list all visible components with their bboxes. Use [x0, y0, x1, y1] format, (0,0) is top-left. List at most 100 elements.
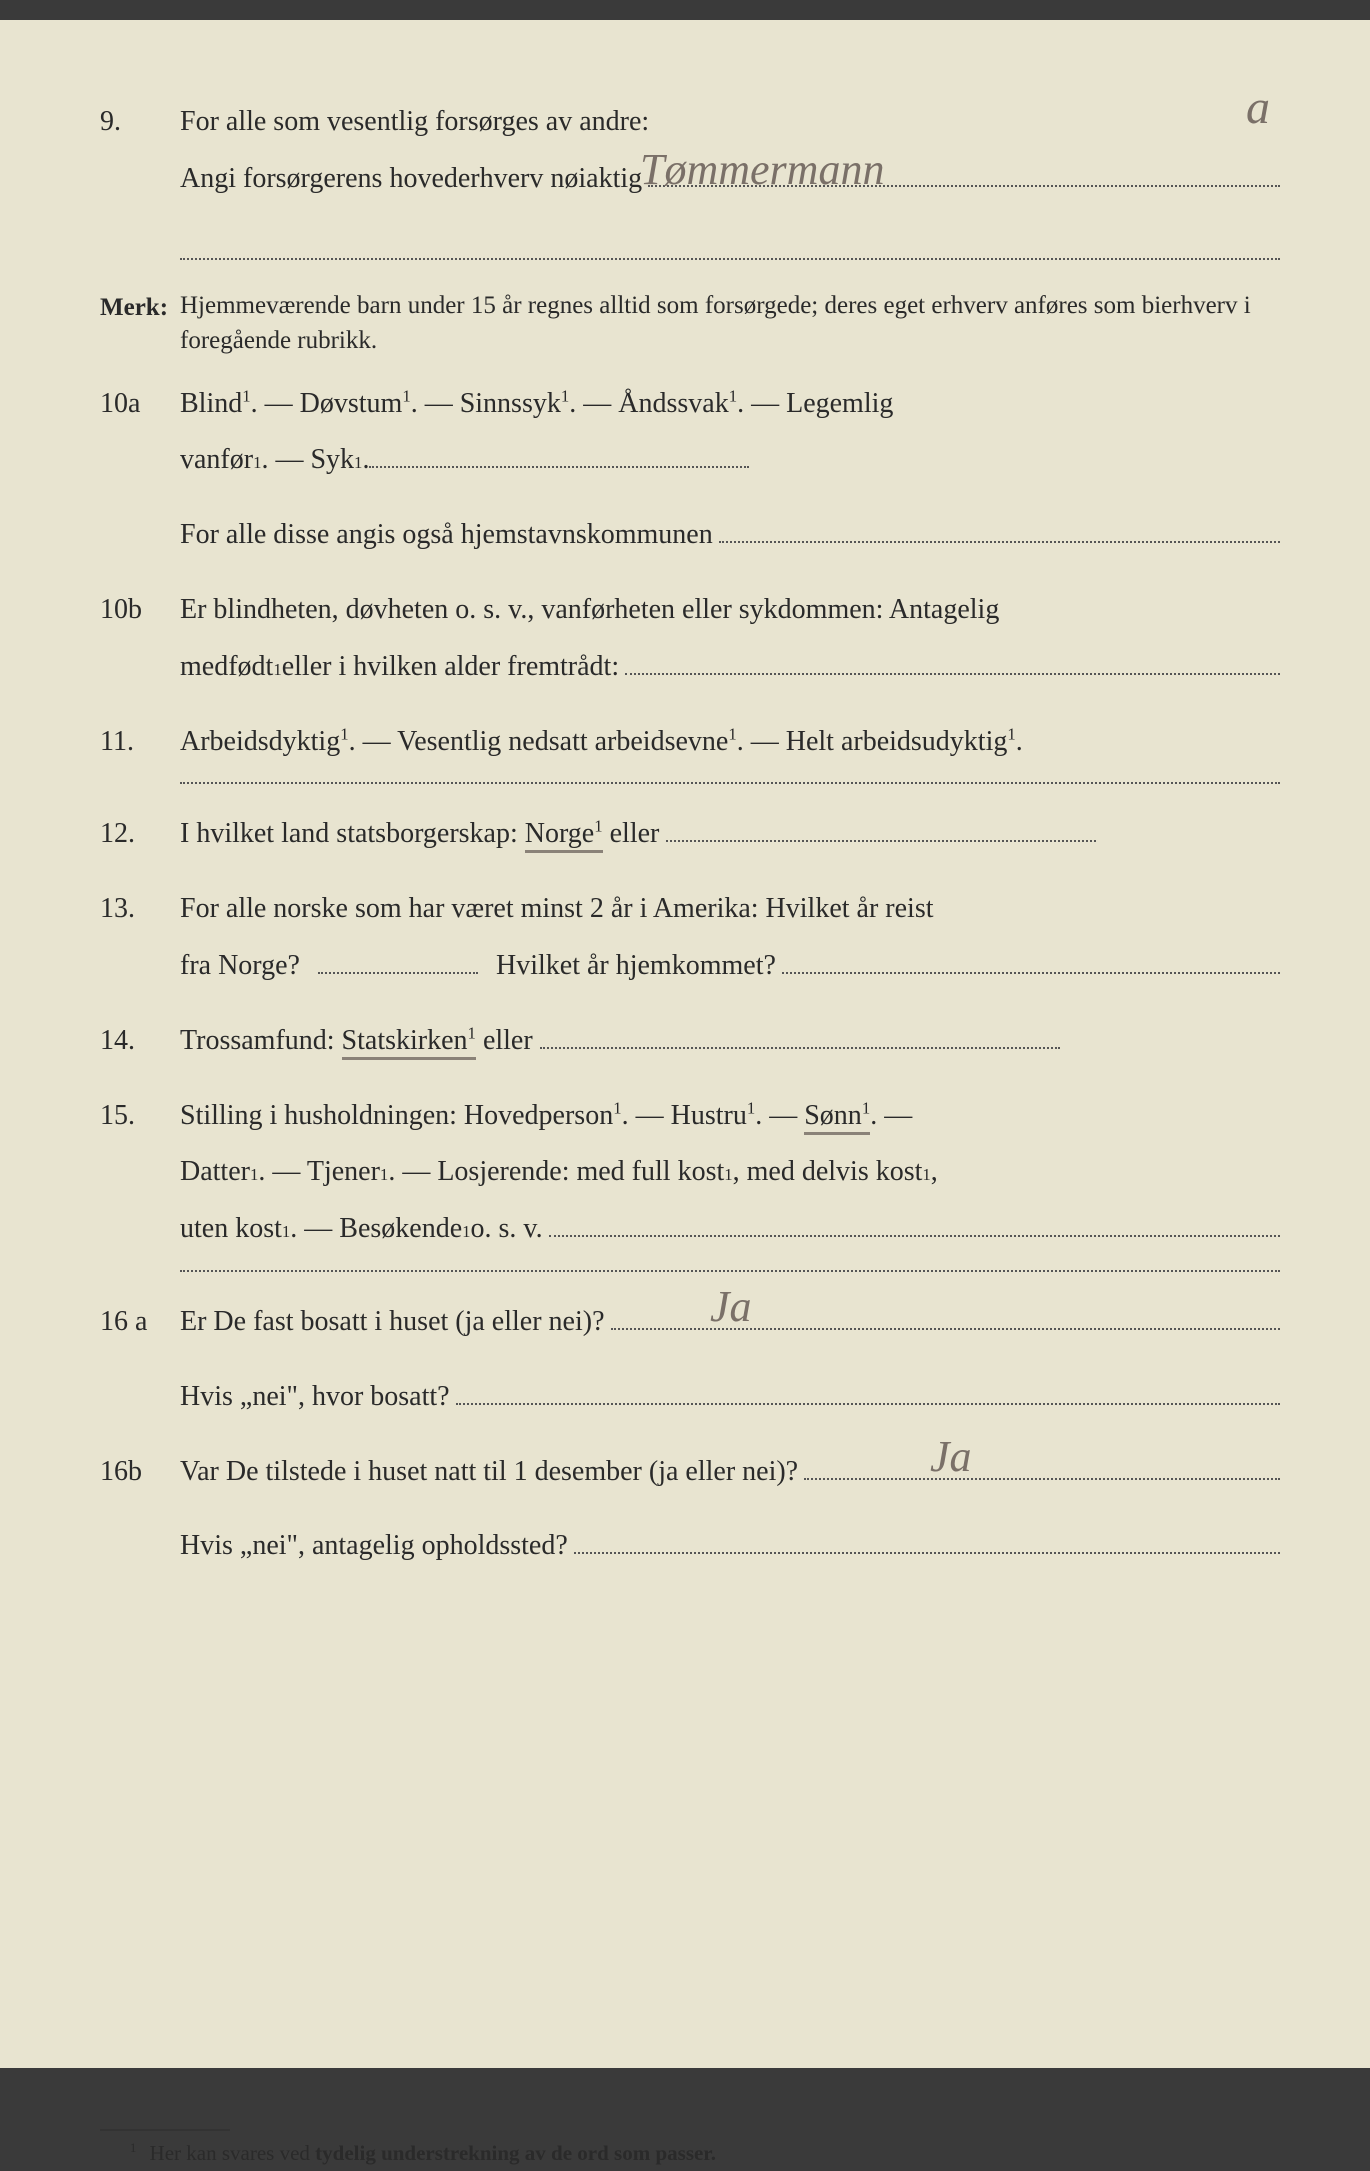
q10a-p0: Blind: [180, 388, 242, 419]
q10a-l3: For alle disse angis også hjemstavnskomm…: [180, 513, 713, 558]
q10a-blank: [369, 466, 749, 468]
q12-line: 12. I hvilket land statsborgerskap: Norg…: [100, 812, 1280, 857]
q10a-line2: vanfør1. — Syk1.: [100, 438, 1280, 483]
q16b-blank1: [804, 1478, 1280, 1480]
q15-line1: 15. Stilling i husholdningen: Hovedperso…: [100, 1094, 1280, 1139]
q15-content1: Stilling i husholdningen: Hovedperson1. …: [180, 1094, 1280, 1139]
q11-num: 11.: [100, 720, 180, 765]
q10b-line2: medfødt1 eller i hvilken alder fremtrådt…: [100, 645, 1280, 690]
footnote-rule: [100, 2129, 230, 2131]
q16a-num: 16 a: [100, 1300, 180, 1345]
q10a-p2: . — Sinnssyk: [411, 388, 561, 419]
q13-line2: fra Norge? Hvilket år hjemkommet?: [100, 944, 1280, 989]
q15-l2a: Datter: [180, 1150, 250, 1195]
q13-blank2: [782, 972, 1280, 974]
q16a-line1: 16 a Er De fast bosatt i huset (ja eller…: [100, 1300, 1280, 1345]
footnote-text: Her kan svares ved: [150, 2141, 316, 2165]
q15-l2e: ,: [931, 1150, 938, 1195]
q10b-text1: Er blindheten, døvheten o. s. v., vanfør…: [180, 588, 1280, 633]
q11-p1: . — Vesentlig nedsatt arbeidsevne: [349, 726, 729, 757]
q16b-line1: 16b Var De tilstede i huset natt til 1 d…: [100, 1450, 1280, 1495]
q12-post: eller: [603, 818, 660, 849]
q16b-line2: Hvis „nei", antagelig opholdssted?: [100, 1524, 1280, 1569]
q13-blank1: [318, 972, 478, 974]
q15-l1d: . —: [870, 1100, 912, 1131]
q13-line1: 13. For alle norske som har været minst …: [100, 887, 1280, 932]
q9-line2: Angi forsørgerens hovederhverv nøiaktig …: [100, 157, 1280, 202]
q14-underlined: Statskirken1: [342, 1025, 476, 1060]
q15-blank: [549, 1235, 1280, 1237]
q16b-handwritten: Ja: [930, 1422, 972, 1492]
q15-l1b: . — Hustru: [622, 1100, 747, 1131]
q15-line3: uten kost1. — Besøkende1 o. s. v.: [100, 1207, 1280, 1252]
q10a-l2p0: vanfør: [180, 438, 253, 483]
q10a-blank3: [719, 541, 1280, 543]
q16a-blank2: [456, 1403, 1280, 1405]
footnote-bold: tydelig understrekning av de ord som pas…: [315, 2141, 716, 2165]
q10a-l2p2: .: [362, 438, 369, 483]
q15-line2: Datter1. — Tjener1. — Losjerende: med fu…: [100, 1150, 1280, 1195]
q10b-line1: 10b Er blindheten, døvheten o. s. v., va…: [100, 588, 1280, 633]
q16b-text2: Hvis „nei", antagelig opholdssted?: [180, 1524, 568, 1569]
q10a-line1: 10a Blind1. — Døvstum1. — Sinnssyk1. — Å…: [100, 382, 1280, 427]
q14-pre: Trossamfund:: [180, 1025, 342, 1056]
footnote: 1 Her kan svares ved tydelig understrekn…: [100, 2137, 1280, 2171]
q10a-content1: Blind1. — Døvstum1. — Sinnssyk1. — Åndss…: [180, 382, 1280, 427]
q10a-p3: . — Åndssvak: [569, 388, 728, 419]
q9-text2: Angi forsørgerens hovederhverv nøiaktig: [180, 157, 642, 202]
q16b-num: 16b: [100, 1450, 180, 1495]
q14-ul-text: Statskirken: [342, 1025, 468, 1056]
merk-label: Merk:: [100, 288, 180, 328]
q14-blank: [540, 1047, 1060, 1049]
q10a-num: 10a: [100, 382, 180, 427]
q10a-line3: For alle disse angis også hjemstavnskomm…: [100, 513, 1280, 558]
q16a-handwritten: Ja: [710, 1272, 752, 1342]
q12-content: I hvilket land statsborgerskap: Norge1 e…: [180, 812, 1280, 857]
footnote-sup: 1: [130, 2141, 136, 2155]
q9-handwritten: Tømmermann: [640, 135, 884, 205]
q15-sonn-underlined: Sønn1: [804, 1100, 870, 1135]
q16a-text1: Er De fast bosatt i huset (ja eller nei)…: [180, 1300, 605, 1345]
q10a-l2p1: . — Syk: [261, 438, 354, 483]
q11-p2: . — Helt arbeidsudyktig: [737, 726, 1008, 757]
q16b-text1: Var De tilstede i huset natt til 1 desem…: [180, 1450, 798, 1495]
q12-pre: I hvilket land statsborgerskap:: [180, 818, 525, 849]
q15-l2d: , med delvis kost: [733, 1150, 923, 1195]
q15-l3a: uten kost: [180, 1207, 282, 1252]
q14-content: Trossamfund: Statskirken1 eller: [180, 1019, 1280, 1064]
divider-after-11: [180, 782, 1280, 784]
q14-post: eller: [476, 1025, 533, 1056]
q10b-num: 10b: [100, 588, 180, 633]
merk-row: Merk: Hjemmeværende barn under 15 år reg…: [100, 288, 1280, 358]
q16a-text2: Hvis „nei", hvor bosatt?: [180, 1375, 450, 1420]
q13-text1: For alle norske som har været minst 2 år…: [180, 887, 1280, 932]
q11-p3: .: [1016, 726, 1023, 757]
q15-l3b: . — Besøkende: [290, 1207, 462, 1252]
q15-l2c: . — Losjerende: med full kost: [388, 1150, 724, 1195]
q14-num: 14.: [100, 1019, 180, 1064]
q11-line: 11. Arbeidsdyktig1. — Vesentlig nedsatt …: [100, 720, 1280, 765]
q11-content: Arbeidsdyktig1. — Vesentlig nedsatt arbe…: [180, 720, 1280, 765]
q16b-blank2: [574, 1552, 1280, 1554]
q10b-p1: eller i hvilken alder fremtrådt:: [282, 645, 619, 690]
q10a-p4: . — Legemlig: [737, 388, 893, 419]
q12-blank: [666, 840, 1096, 842]
census-form-page: a 9. For alle som vesentlig forsørges av…: [0, 20, 1370, 2068]
q9-num: 9.: [100, 100, 180, 145]
q16a-line2: Hvis „nei", hvor bosatt?: [100, 1375, 1280, 1420]
q10a-p1: . — Døvstum: [251, 388, 403, 419]
q14-line: 14. Trossamfund: Statskirken1 eller: [100, 1019, 1280, 1064]
merk-text: Hjemmeværende barn under 15 år regnes al…: [180, 288, 1280, 358]
q10b-p0: medfødt: [180, 645, 273, 690]
q10b-blank: [625, 673, 1280, 675]
q12-ul-text: Norge: [525, 818, 594, 849]
q9-blank2: [180, 236, 1280, 260]
q15-num: 15.: [100, 1094, 180, 1139]
q13-l2b: Hvilket år hjemkommet?: [496, 944, 776, 989]
q15-l3c: o. s. v.: [471, 1207, 543, 1252]
q13-num: 13.: [100, 887, 180, 932]
q15-sonn: Sønn: [804, 1100, 862, 1131]
q12-num: 12.: [100, 812, 180, 857]
q15-l1c: . —: [755, 1100, 804, 1131]
q15-l2b: . — Tjener: [258, 1150, 380, 1195]
